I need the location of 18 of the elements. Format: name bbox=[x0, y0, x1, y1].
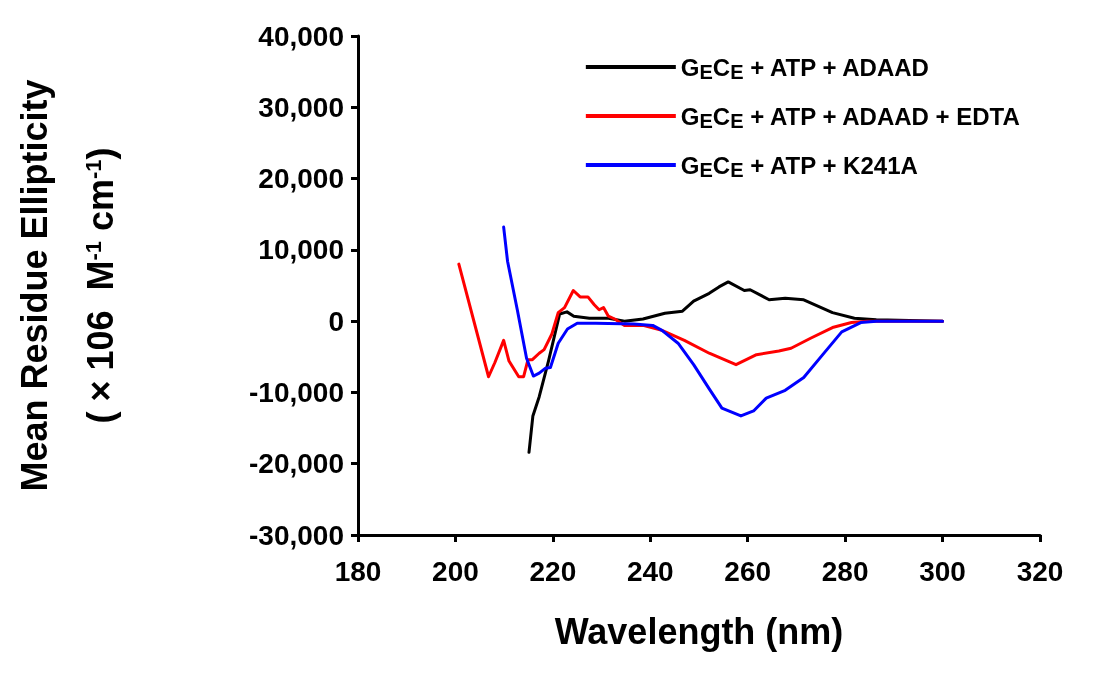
y-tick-label: 0 bbox=[328, 305, 344, 337]
x-axis-title: Wavelength (nm) bbox=[554, 610, 844, 652]
y-tick-label: -20,000 bbox=[249, 448, 344, 480]
x-tick-label: 300 bbox=[919, 555, 966, 587]
y-tick-label: 30,000 bbox=[258, 91, 344, 123]
x-tick-label: 200 bbox=[432, 555, 479, 587]
y-tick-label: -30,000 bbox=[249, 519, 344, 551]
x-tick-label: 220 bbox=[529, 555, 577, 587]
x-tick-label: 240 bbox=[626, 555, 674, 587]
x-tick-label: 320 bbox=[1016, 555, 1064, 587]
y-tick-label: 40,000 bbox=[258, 20, 344, 52]
x-tick-label: 180 bbox=[334, 555, 382, 587]
line-series bbox=[502, 225, 945, 418]
x-tick-label: 280 bbox=[821, 555, 869, 587]
x-tick-label: 260 bbox=[724, 555, 772, 587]
y-tick-label: 20,000 bbox=[258, 163, 344, 195]
y-tick-label: -10,000 bbox=[249, 376, 344, 408]
y-tick-label: 10,000 bbox=[258, 234, 344, 266]
